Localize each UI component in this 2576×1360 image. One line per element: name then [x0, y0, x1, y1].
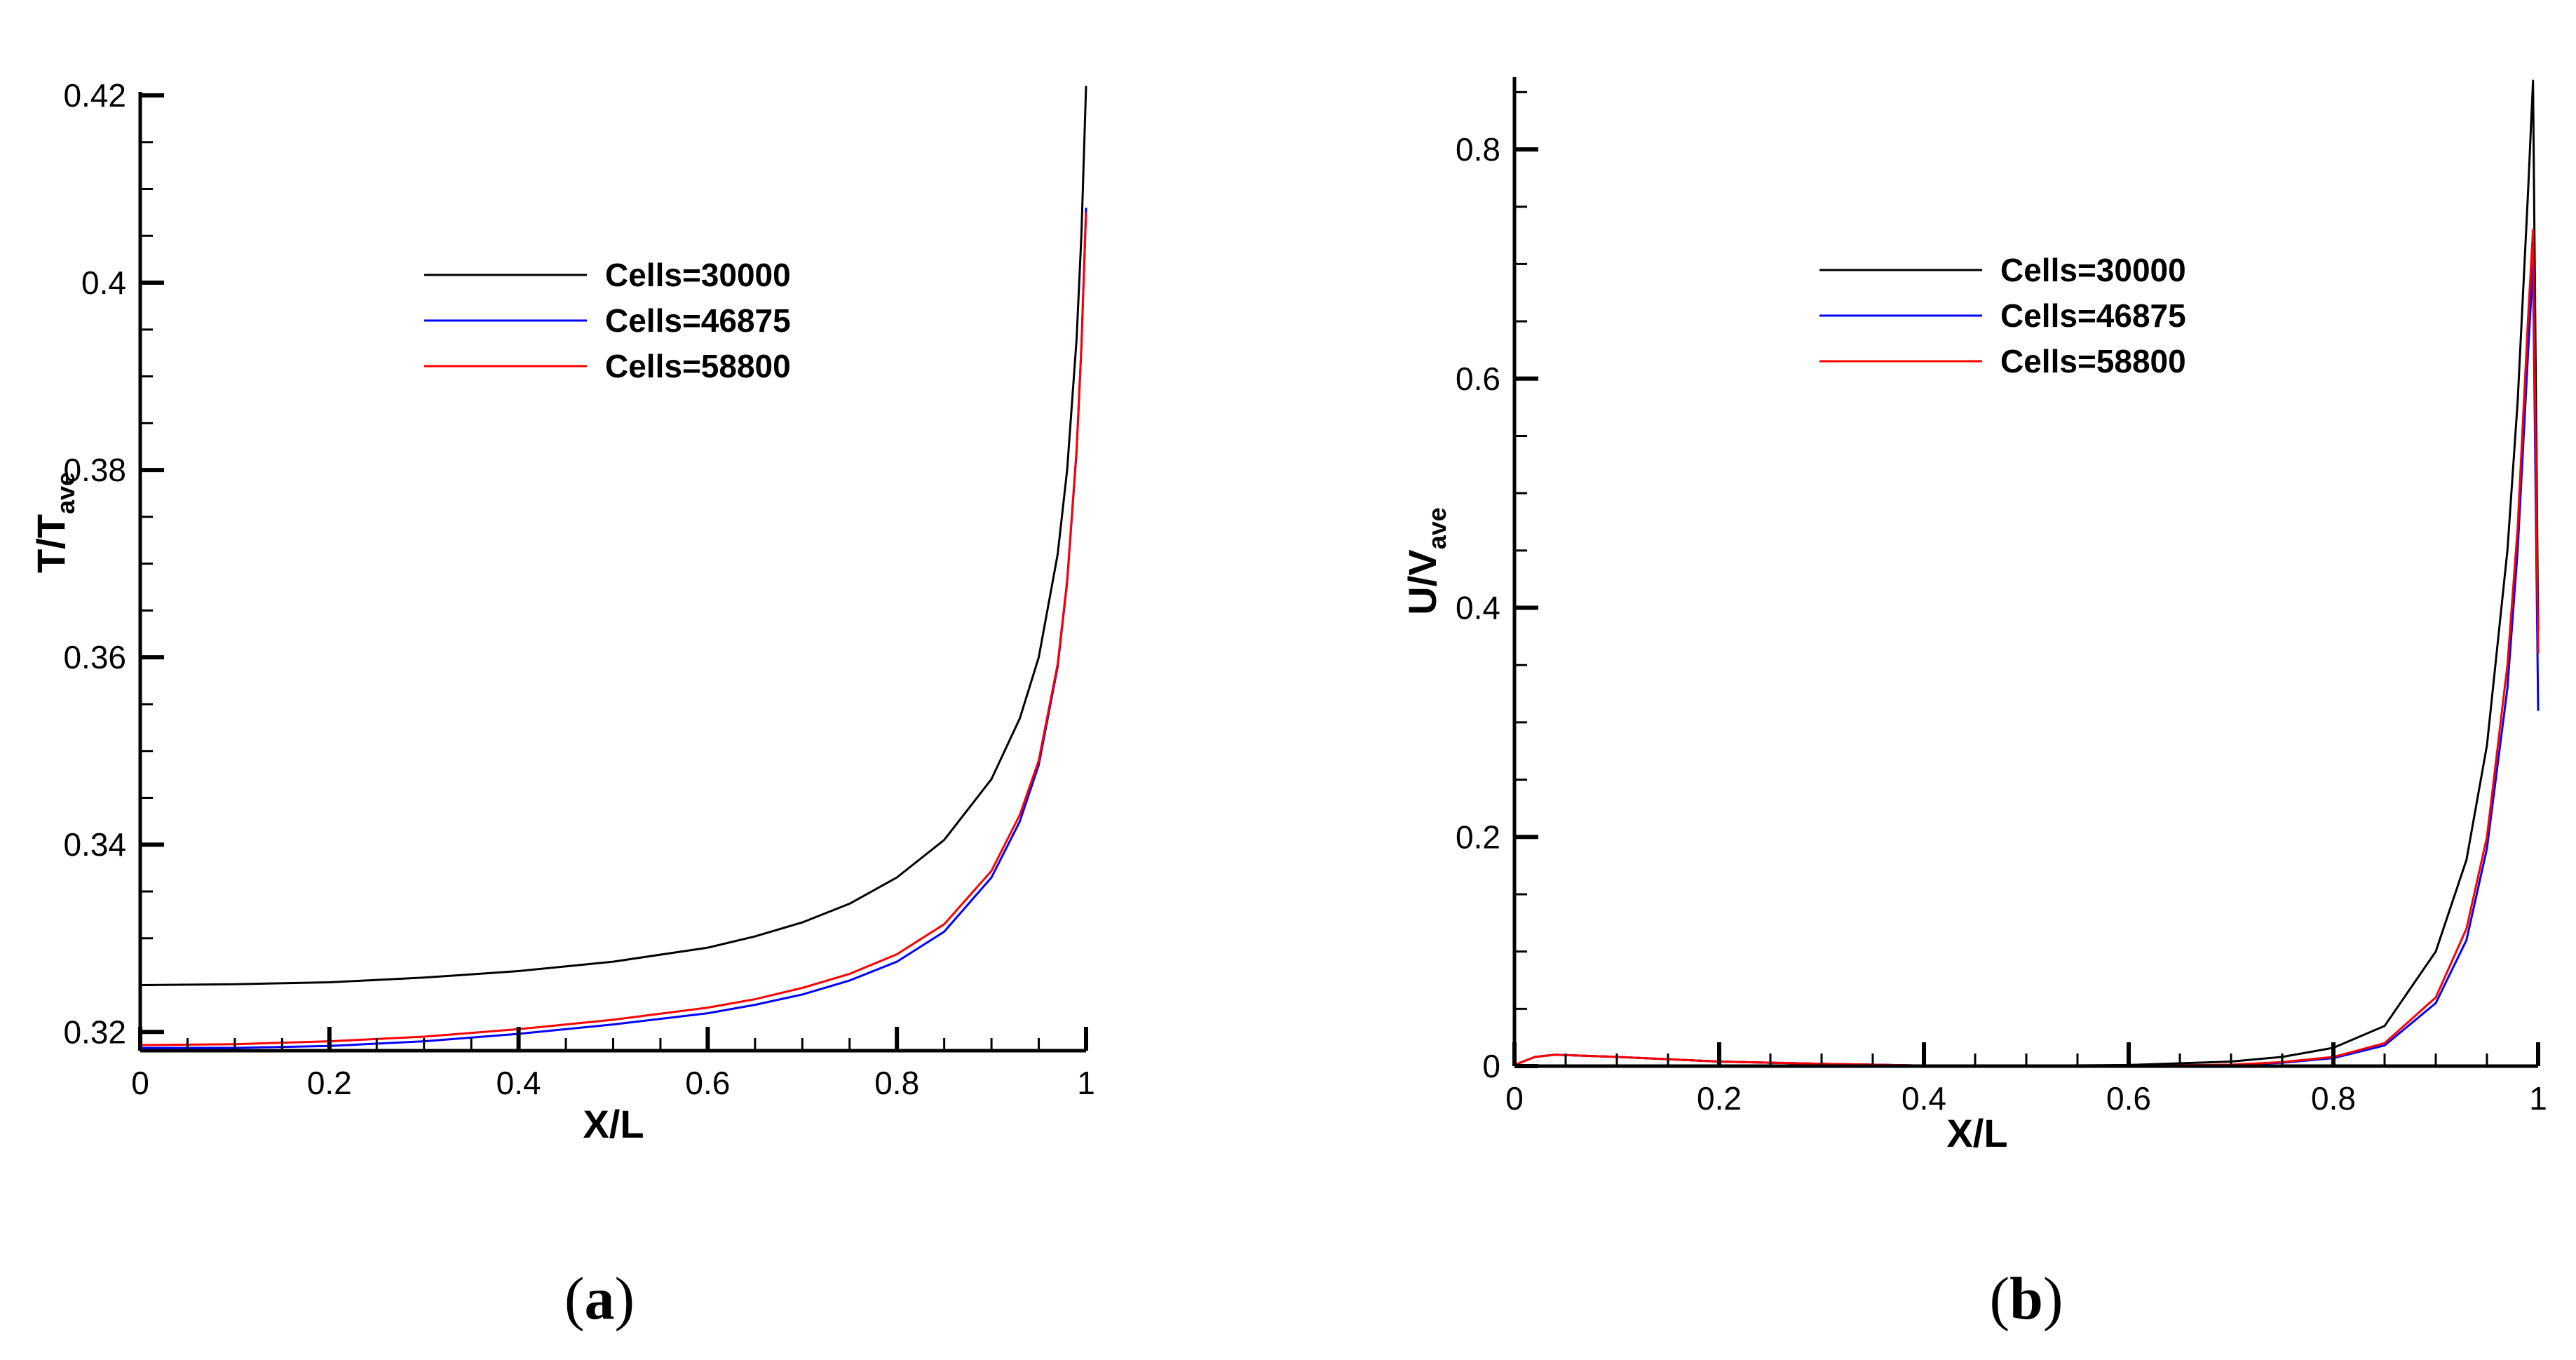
chart-panel-b: 0 0.2 0.4 0.6 0.8 1 0 0.2 0.4 0.6 0.8 X/L U/Vave C…: [1400, 77, 2547, 1155]
chart-a-ytick-label: 0.42: [63, 77, 126, 114]
chart-b-xtick-label: 0.4: [1902, 1080, 1946, 1117]
chart-a-xtick-label: 0.6: [685, 1065, 730, 1101]
chart-a-ytick-label: 0.34: [63, 826, 126, 863]
chart-b-xtick-label: 0.8: [2311, 1080, 2356, 1117]
chart-b-legend-label: Cells=30000: [2000, 252, 2186, 288]
chart-a-xtick-label: 0.8: [874, 1065, 919, 1101]
chart-a-ytick-label: 0.4: [81, 264, 126, 301]
panel-label-a: (a): [564, 1265, 635, 1332]
chart-b-xtick-label: 0.2: [1697, 1080, 1742, 1117]
chart-b-ytick-label: 0: [1482, 1048, 1500, 1084]
chart-a-ylabel: T/Tave: [29, 472, 80, 573]
chart-a-series-3-line: [140, 212, 1087, 1046]
chart-b-xtick-label: 0: [1505, 1080, 1524, 1117]
chart-b-xtick-label: 1: [2529, 1080, 2547, 1117]
chart-b-legend: Cells=30000 Cells=46875 Cells=58800: [1819, 252, 2186, 379]
chart-a-xtick-label: 0.2: [307, 1065, 352, 1101]
chart-a-ytick-label: 0.36: [63, 639, 126, 675]
chart-b-legend-label: Cells=58800: [2000, 343, 2186, 379]
chart-b-ytick-label: 0.6: [1456, 361, 1500, 397]
chart-b-ytick-label: 0.8: [1456, 131, 1500, 168]
chart-a-xtick-label: 0: [131, 1065, 149, 1101]
chart-b-xlabel: X/L: [1946, 1111, 2007, 1155]
chart-a-xtick-label: 1: [1077, 1065, 1095, 1101]
chart-b-legend-label: Cells=46875: [2000, 297, 2186, 334]
panel-label-b: (b): [1989, 1265, 2063, 1332]
chart-a-ytick-label: 0.38: [63, 452, 126, 488]
chart-a-legend: Cells=30000 Cells=46875 Cells=58800: [424, 257, 791, 384]
chart-b-xtick-label: 0.6: [2106, 1080, 2151, 1117]
chart-a-ticks: 0 0.2 0.4 0.6 0.8 1 0.32 0.34 0.36 0.38 0.4 0.42: [63, 77, 1094, 1101]
chart-b-ytick-label: 0.4: [1456, 590, 1500, 626]
chart-b-ytick-label: 0.2: [1456, 819, 1500, 855]
chart-panel-a: 0 0.2 0.4 0.6 0.8 1 0.32 0.34 0.36 0.38 0.4 0.42 X/…: [29, 77, 1095, 1146]
chart-b-ticks: 0 0.2 0.4 0.6 0.8 1 0 0.2 0.4 0.6 0.8: [1456, 90, 2547, 1117]
chart-a-legend-label: Cells=46875: [605, 302, 791, 339]
chart-a-xtick-label: 0.4: [496, 1065, 541, 1101]
chart-a-series-1-line: [140, 86, 1087, 986]
chart-b-ylabel: U/Vave: [1400, 507, 1451, 614]
chart-a-xlabel: X/L: [583, 1102, 644, 1146]
chart-a-legend-label: Cells=30000: [605, 257, 791, 293]
chart-a-legend-label: Cells=58800: [605, 348, 791, 384]
chart-a-curves: [140, 86, 1087, 1049]
chart-a-ytick-label: 0.32: [63, 1014, 126, 1050]
